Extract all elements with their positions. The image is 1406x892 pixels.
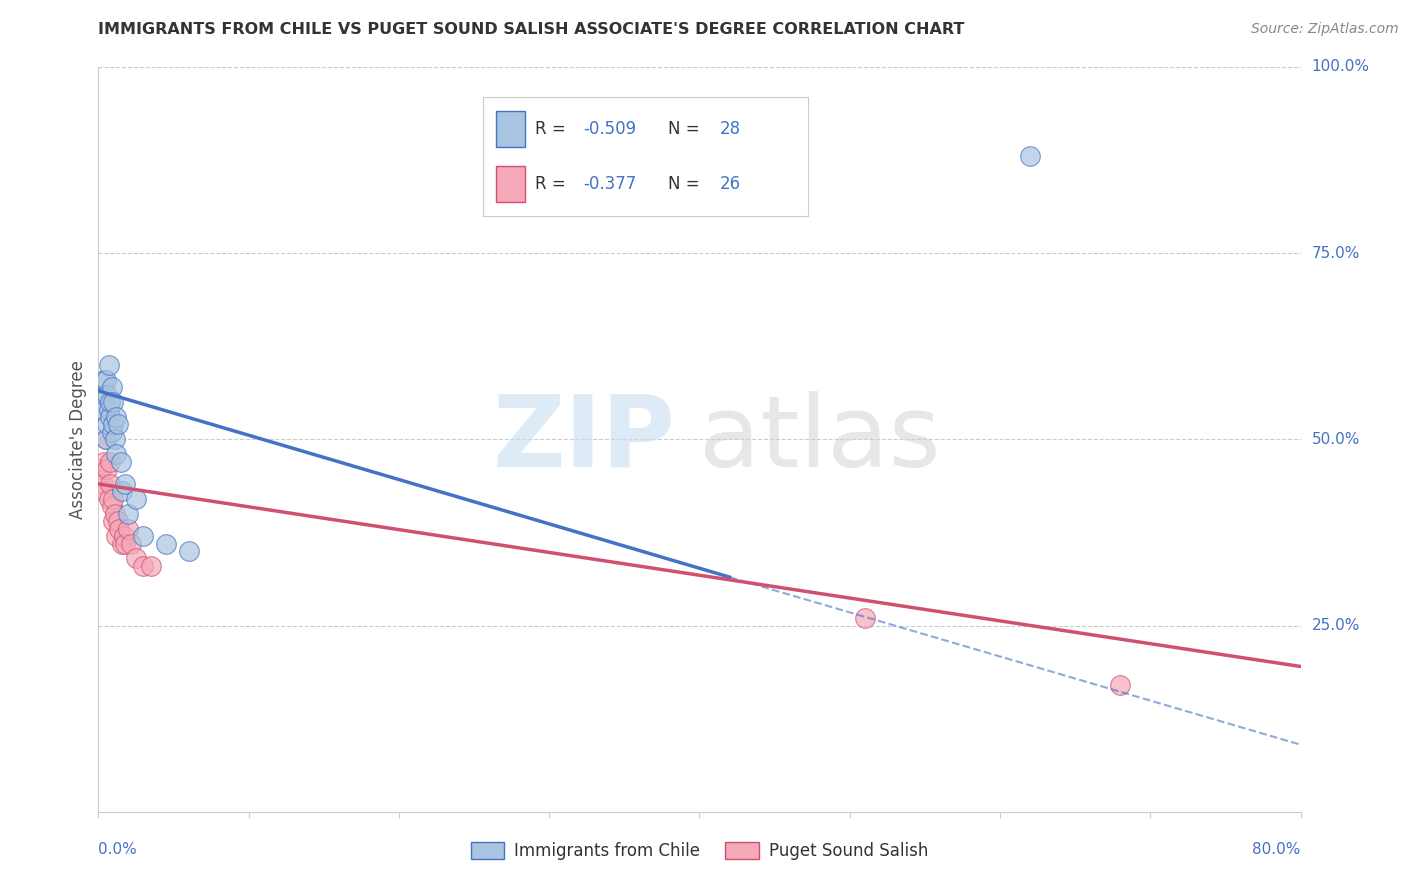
Point	[100, 409, 122, 424]
Point	[114, 536, 136, 550]
Text: -0.377: -0.377	[583, 175, 637, 193]
Point	[103, 417, 125, 432]
Point	[111, 484, 134, 499]
Point	[155, 536, 177, 550]
Point	[96, 462, 118, 476]
Y-axis label: Associate's Degree: Associate's Degree	[69, 359, 87, 519]
Text: 80.0%: 80.0%	[1253, 842, 1301, 857]
Point	[105, 529, 128, 543]
Text: 100.0%: 100.0%	[1312, 60, 1369, 74]
Point	[96, 387, 118, 401]
Text: N =: N =	[668, 120, 704, 138]
Text: 0.0%: 0.0%	[98, 842, 138, 857]
Point	[104, 507, 127, 521]
Point	[94, 433, 117, 447]
Point	[101, 500, 124, 514]
Point	[94, 433, 117, 447]
Point	[91, 402, 114, 417]
FancyBboxPatch shape	[496, 111, 526, 147]
Point	[132, 558, 155, 573]
Legend: Immigrants from Chile, Puget Sound Salish: Immigrants from Chile, Puget Sound Salis…	[464, 835, 935, 867]
Text: IMMIGRANTS FROM CHILE VS PUGET SOUND SALISH ASSOCIATE'S DEGREE CORRELATION CHART: IMMIGRANTS FROM CHILE VS PUGET SOUND SAL…	[98, 22, 965, 37]
Point	[853, 611, 876, 625]
Text: 25.0%: 25.0%	[1312, 618, 1360, 633]
Point	[121, 536, 143, 550]
Text: R =: R =	[536, 120, 571, 138]
Point	[117, 507, 139, 521]
Text: -0.509: -0.509	[583, 120, 637, 138]
Text: R =: R =	[536, 175, 571, 193]
Text: atlas: atlas	[699, 391, 941, 488]
Point	[1019, 149, 1042, 163]
Point	[107, 514, 129, 528]
Point	[103, 395, 125, 409]
FancyBboxPatch shape	[496, 166, 526, 202]
Point	[93, 387, 115, 401]
Point	[97, 358, 120, 372]
Point	[100, 395, 122, 409]
Point	[105, 409, 128, 424]
Text: 50.0%: 50.0%	[1312, 432, 1360, 447]
Point	[97, 402, 120, 417]
Point	[101, 380, 124, 394]
Point	[96, 417, 118, 432]
Text: 75.0%: 75.0%	[1312, 245, 1360, 260]
Point	[110, 455, 132, 469]
Point	[108, 522, 131, 536]
Point	[97, 491, 120, 506]
Point	[94, 373, 117, 387]
Point	[93, 455, 115, 469]
Point	[139, 558, 162, 573]
Point	[93, 484, 115, 499]
Point	[100, 455, 122, 469]
Point	[103, 491, 125, 506]
Point	[103, 514, 125, 528]
Point	[100, 477, 122, 491]
Text: ZIP: ZIP	[492, 391, 675, 488]
Point	[104, 433, 127, 447]
Point	[105, 447, 128, 461]
Point	[125, 491, 148, 506]
Point	[93, 373, 115, 387]
Point	[1109, 678, 1132, 692]
Text: 26: 26	[720, 175, 741, 193]
Text: N =: N =	[668, 175, 704, 193]
Point	[90, 462, 112, 476]
Text: Source: ZipAtlas.com: Source: ZipAtlas.com	[1251, 22, 1399, 37]
Point	[177, 544, 200, 558]
Text: 28: 28	[720, 120, 741, 138]
Point	[114, 477, 136, 491]
Point	[101, 425, 124, 439]
Point	[117, 522, 139, 536]
Point	[112, 529, 135, 543]
Point	[107, 417, 129, 432]
Point	[125, 551, 148, 566]
Point	[91, 477, 114, 491]
Point	[111, 536, 134, 550]
Point	[132, 529, 155, 543]
